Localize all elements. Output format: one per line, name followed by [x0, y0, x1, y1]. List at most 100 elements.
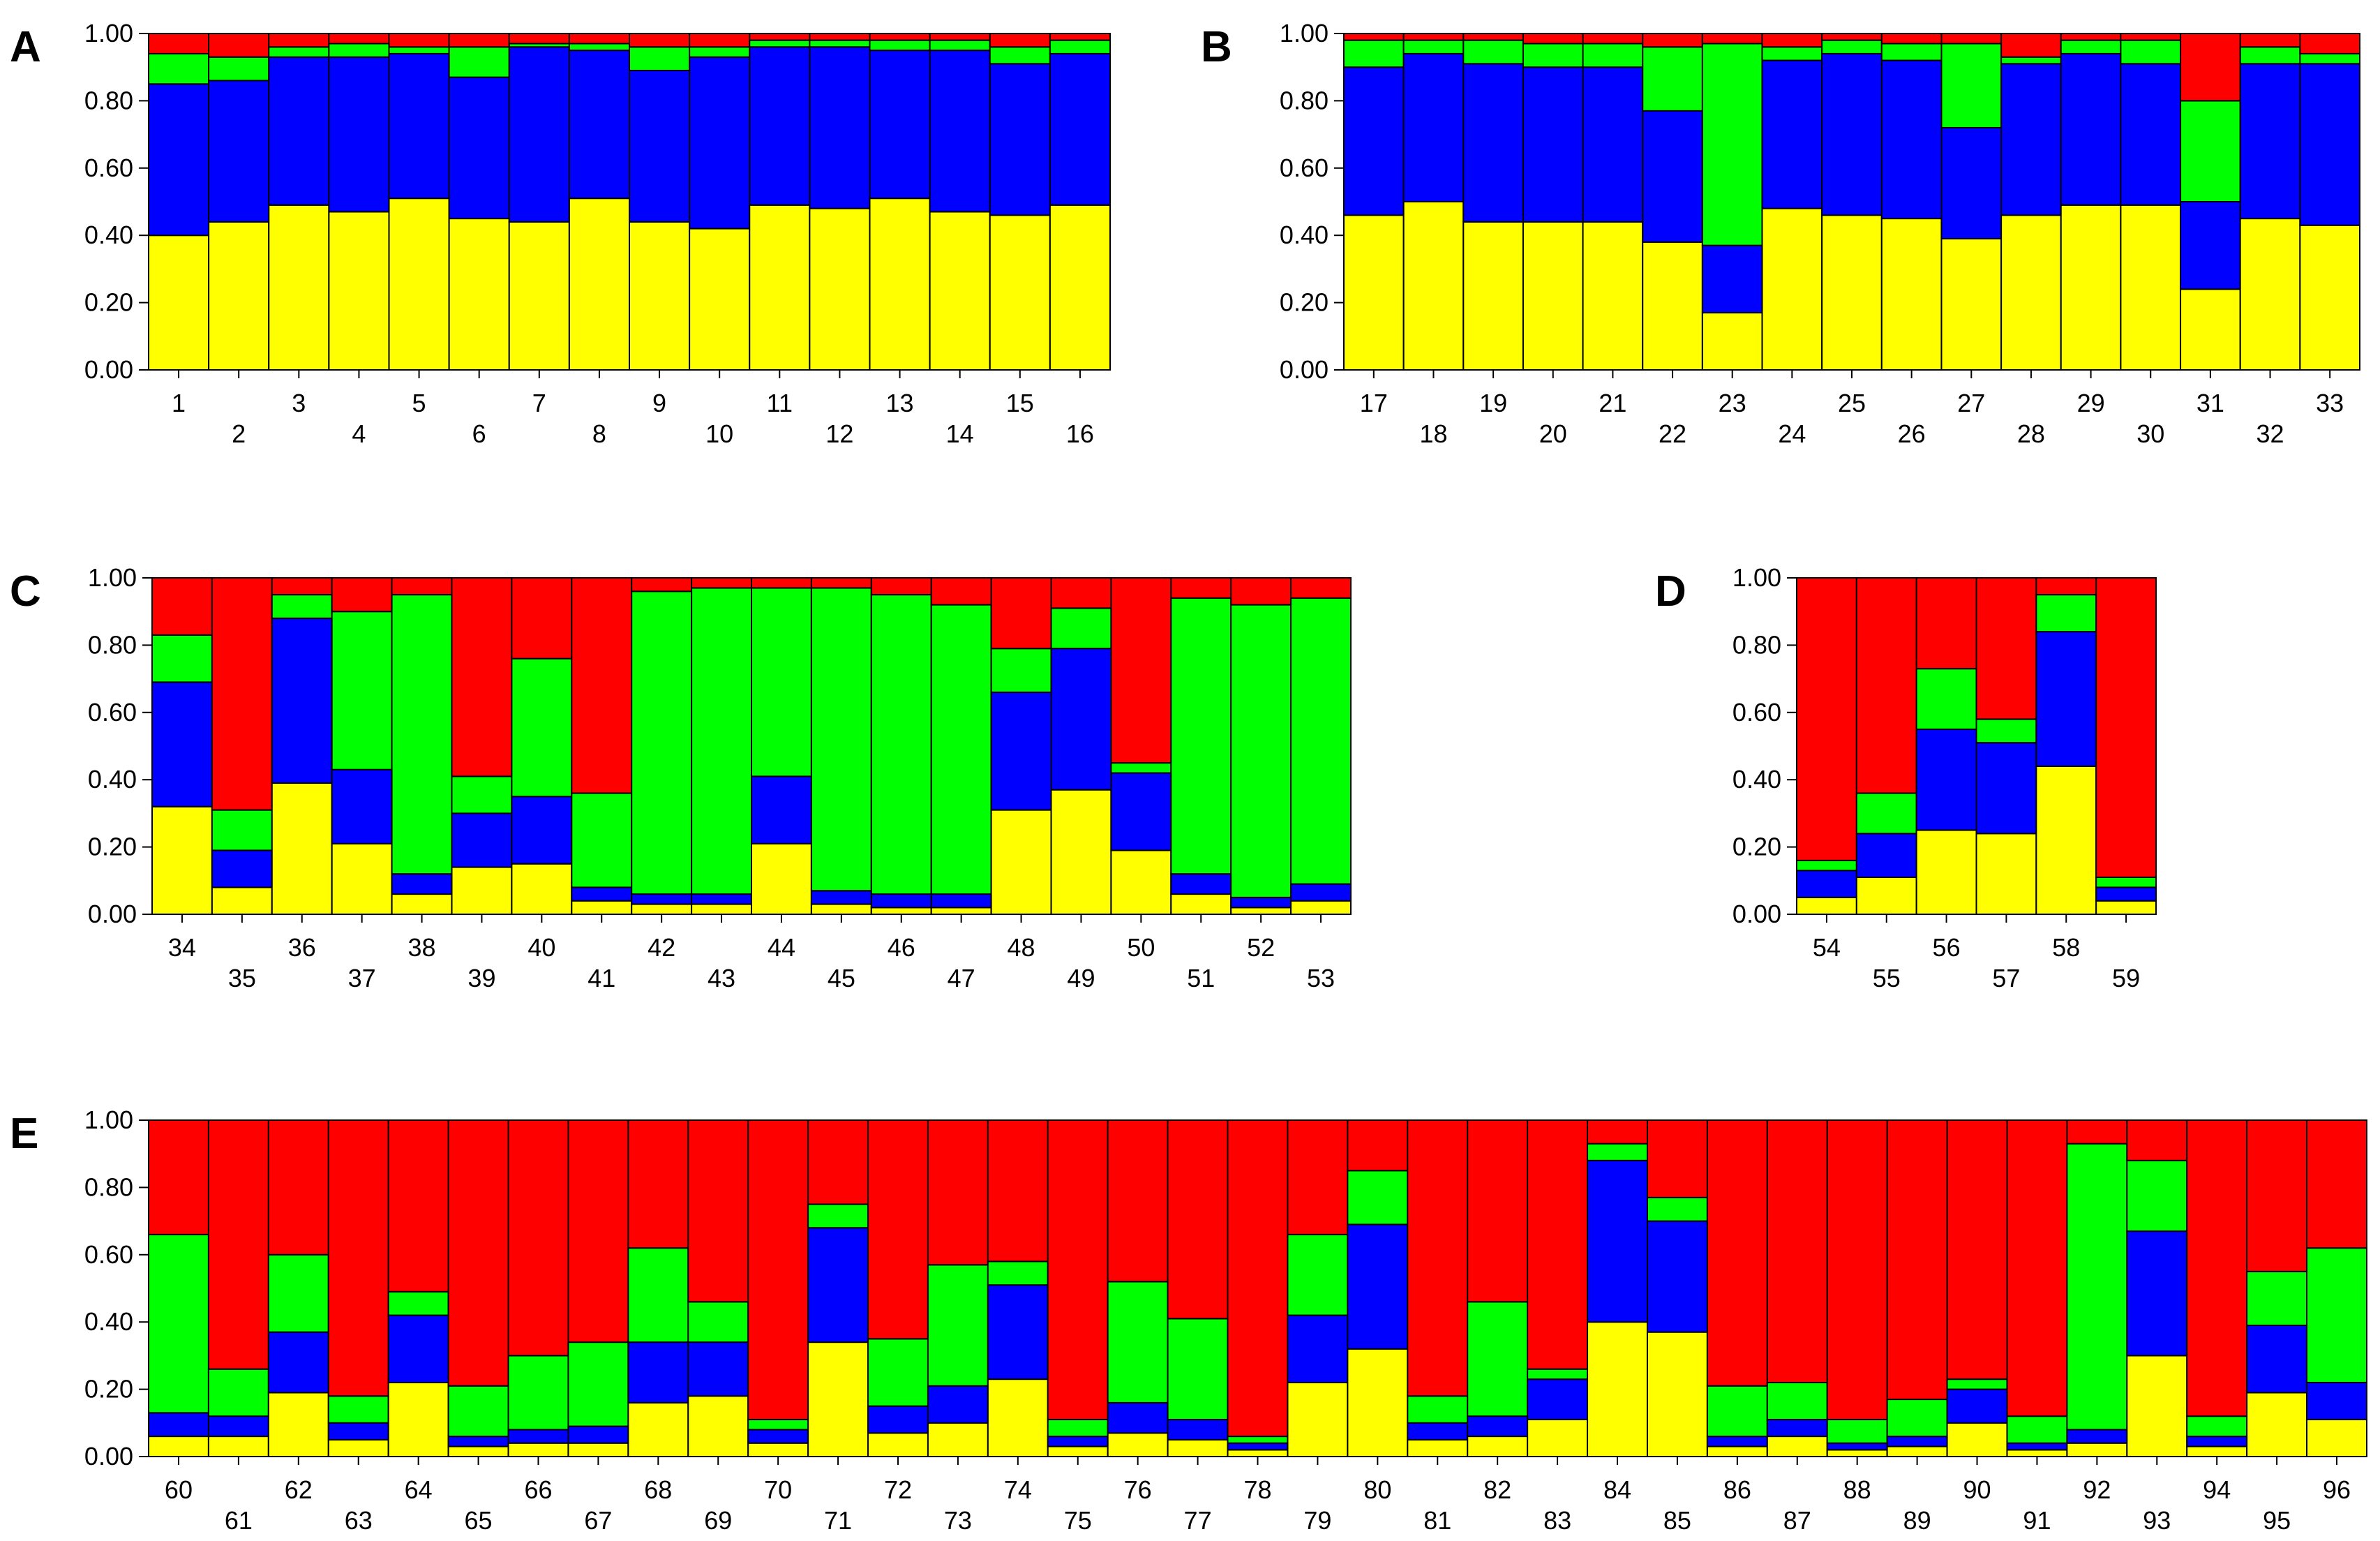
bar-segment-blue: [1940, 126, 2003, 240]
bar-segment-red: [689, 33, 751, 48]
bar-segment-green: [927, 1264, 989, 1387]
x-tick-label: 43: [708, 964, 735, 992]
y-tick-label: 0.80: [84, 86, 133, 114]
bar-segment-yellow: [571, 900, 633, 915]
bar-segment-green: [1050, 607, 1112, 650]
x-tick-label: 34: [168, 933, 196, 962]
bar-segment-blue: [207, 1415, 269, 1438]
bar-segment-red: [2299, 33, 2361, 54]
bar-segment-red: [2006, 1119, 2068, 1417]
bar-segment-green: [2060, 39, 2122, 54]
bar-segment-green: [1049, 39, 1111, 54]
bar-segment-red: [327, 1119, 389, 1397]
bar-segment-blue: [2095, 886, 2157, 902]
x-tick-label: 90: [1963, 1475, 1991, 1504]
bar-segment-red: [627, 1119, 689, 1249]
bar-segment-blue: [1287, 1314, 1349, 1383]
bar-segment-red: [391, 577, 453, 596]
bar-segment-yellow: [151, 805, 213, 916]
bar-segment-blue: [211, 849, 273, 888]
bar-segment-blue: [268, 56, 330, 206]
bar-segment-green: [1287, 1233, 1349, 1316]
bar-segment-blue: [1855, 833, 1917, 878]
bar-segment-blue: [691, 893, 752, 905]
bar-segment-blue: [1761, 59, 1823, 209]
x-tick-label: 37: [348, 964, 376, 992]
bar-segment-green: [388, 46, 450, 54]
x-tick-label: 78: [1243, 1475, 1271, 1504]
bar-segment-green: [1290, 597, 1352, 885]
panel-label-e: E: [10, 1110, 38, 1158]
bar-segment-red: [511, 577, 573, 660]
bar-segment-yellow: [1946, 1422, 2008, 1458]
bar-segment-red: [568, 33, 630, 45]
bar-segment-yellow: [2120, 204, 2182, 371]
y-tick-label: 0.80: [84, 1172, 133, 1201]
x-tick-label: 66: [524, 1475, 552, 1504]
bar-segment-green: [807, 1203, 869, 1229]
bar-segment-red: [1170, 577, 1232, 599]
bar-segment-green: [1107, 1281, 1169, 1404]
bar-segment-red: [1646, 1119, 1708, 1198]
bar-segment-yellow: [809, 207, 871, 371]
bar-segment-green: [687, 1301, 749, 1343]
bar-segment-blue: [1347, 1223, 1409, 1350]
bar-segment-blue: [2120, 63, 2182, 206]
bar-segment-yellow: [267, 1392, 329, 1458]
bar-segment-red: [1230, 577, 1292, 606]
bar-segment-red: [2066, 1119, 2128, 1145]
y-tick-label: 0.20: [1280, 288, 1329, 317]
y-tick-label: 0.40: [1280, 221, 1329, 249]
bar-segment-green: [1347, 1170, 1409, 1226]
bar-segment-red: [869, 33, 931, 41]
x-tick-label: 7: [532, 389, 546, 417]
bar-segment-blue: [451, 812, 513, 868]
x-tick-label: 54: [1813, 933, 1841, 962]
x-tick-label: 14: [946, 419, 974, 448]
bar-segment-green: [989, 46, 1051, 65]
x-tick-label: 4: [352, 419, 366, 448]
y-tick-label: 0.00: [84, 1442, 133, 1471]
bar-segment-blue: [508, 46, 570, 223]
bar-segment-green: [629, 46, 691, 72]
bar-segment-yellow: [929, 211, 991, 371]
bar-segment-green: [268, 46, 330, 58]
x-tick-label: 9: [652, 389, 666, 417]
bar-segment-red: [1407, 1119, 1469, 1397]
bar-segment-yellow: [451, 866, 513, 916]
panel-label-b: B: [1201, 23, 1232, 71]
bar-segment-red: [1227, 1119, 1289, 1438]
bar-segment-red: [268, 33, 330, 48]
bar-segment-yellow: [990, 809, 1052, 915]
bar-segment-green: [328, 43, 390, 58]
bar-segment-yellow: [1402, 201, 1465, 371]
bar-segment-yellow: [568, 198, 630, 371]
bar-segment-blue: [391, 873, 453, 895]
y-tick-label: 0.60: [84, 154, 133, 182]
y-tick-label: 0.60: [1732, 698, 1781, 727]
y-tick-label: 0.00: [88, 900, 137, 928]
bar-segment-red: [2095, 577, 2157, 878]
x-tick-label: 82: [1483, 1475, 1511, 1504]
bar-segment-yellow: [989, 214, 1051, 371]
bar-segment-green: [451, 775, 513, 814]
bar-segment-red: [1946, 1119, 2008, 1380]
bar-segment-green: [930, 604, 992, 895]
x-tick-label: 17: [1360, 389, 1388, 417]
x-tick-label: 53: [1307, 964, 1335, 992]
bar-segment-blue: [1107, 1401, 1169, 1434]
bar-segment-blue: [148, 83, 210, 237]
x-tick-label: 47: [948, 964, 975, 992]
bar-segment-blue: [328, 56, 390, 213]
bar-segment-green: [1527, 1368, 1589, 1380]
y-tick-label: 0.80: [1280, 86, 1329, 114]
bar-segment-green: [1880, 43, 1943, 61]
bar-segment-yellow: [927, 1422, 989, 1458]
bar-segment-green: [1706, 1385, 1768, 1438]
bar-segment-blue: [1407, 1422, 1469, 1440]
bar-segment-blue: [1826, 1442, 1888, 1451]
bar-segment-blue: [1047, 1436, 1109, 1447]
bar-segment-red: [631, 577, 693, 593]
bar-segment-red: [809, 33, 871, 41]
x-tick-label: 31: [2196, 389, 2224, 417]
